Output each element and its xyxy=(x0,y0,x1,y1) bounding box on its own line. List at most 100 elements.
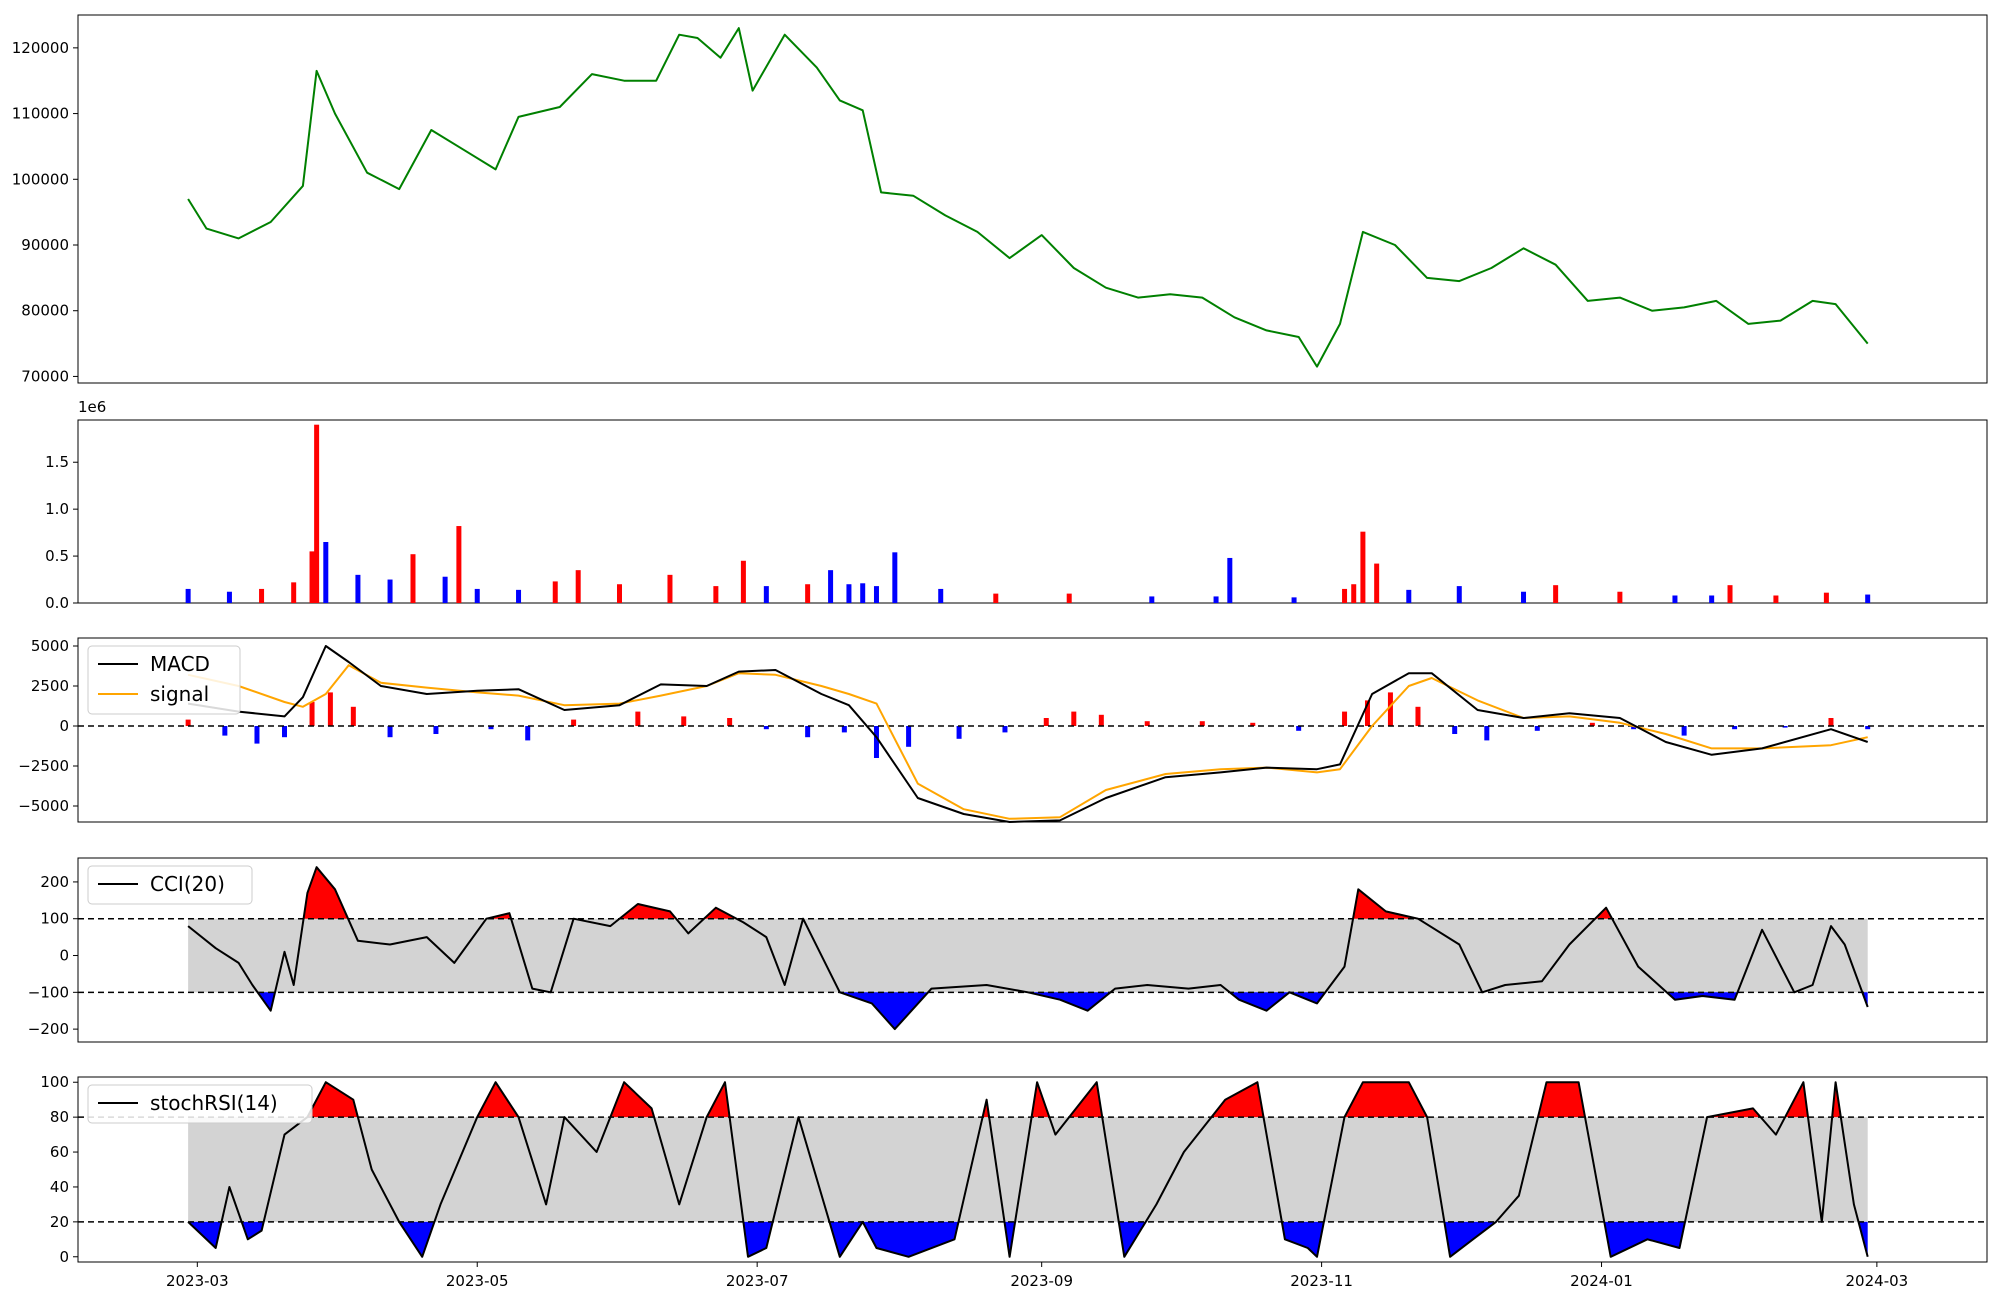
legend-label: CCI(20) xyxy=(150,872,225,896)
volume-bar xyxy=(474,588,480,603)
macd-histogram-bar xyxy=(1098,714,1104,726)
volume-bar xyxy=(1342,588,1348,603)
volume-bar xyxy=(1773,595,1779,603)
macd-histogram-bar xyxy=(1342,711,1348,726)
macd-histogram-bar xyxy=(1296,726,1302,731)
macd-histogram-bar xyxy=(1199,721,1205,726)
volume-bar xyxy=(860,583,866,603)
macd-histogram-bar xyxy=(571,719,577,726)
macd-histogram-bar xyxy=(309,702,315,726)
macd-histogram-bar xyxy=(488,726,494,730)
volume-bar xyxy=(667,574,673,603)
cci-panel: −200 −100 0 100 200 CCI(20) xyxy=(28,857,1988,1043)
macd-histogram-bar xyxy=(1828,718,1834,726)
legend-box xyxy=(87,1084,313,1124)
volume-bar xyxy=(740,560,746,603)
macd-histogram-bar xyxy=(185,719,191,726)
macd-histogram-bar xyxy=(1732,726,1738,730)
macd-histogram-bar xyxy=(1002,726,1008,733)
y-tick-label: 5000 xyxy=(31,637,69,655)
macd-histogram-bar xyxy=(222,726,228,736)
plot-frame xyxy=(77,419,1988,604)
y-tick-label: 0 xyxy=(59,947,69,965)
volume-bar xyxy=(1066,593,1072,603)
macd-histogram-bar xyxy=(1865,726,1871,730)
volume-bar xyxy=(1291,597,1297,603)
volume-bar xyxy=(1213,596,1219,603)
volume-bar xyxy=(892,552,898,603)
macd-histogram-bar xyxy=(1364,700,1370,726)
macd-histogram-bar xyxy=(763,726,769,730)
volume-bar xyxy=(1351,584,1357,603)
volume-bar xyxy=(828,570,834,603)
volume-bar xyxy=(1227,557,1233,603)
volume-bar xyxy=(309,551,315,603)
x-tick-label: 2023-05 xyxy=(446,1272,509,1290)
volume-bar xyxy=(938,588,944,603)
x-tick-label: 2023-07 xyxy=(726,1272,789,1290)
oversold-fill xyxy=(188,1221,1868,1257)
macd-histogram-bar xyxy=(873,726,879,758)
y-tick-label: 60 xyxy=(50,1143,69,1161)
macd-histogram-bar xyxy=(1415,706,1421,726)
y-tick-label: 1.5 xyxy=(45,453,69,471)
volume-bar xyxy=(1374,563,1380,603)
macd-histogram-bar xyxy=(906,726,912,747)
macd-histogram-bar xyxy=(254,726,260,744)
macd-histogram-bar xyxy=(1631,726,1637,730)
legend-label: signal xyxy=(150,682,209,706)
plot-frame xyxy=(77,14,1988,384)
macd-histogram-bar xyxy=(1043,718,1049,726)
plot-frame xyxy=(77,637,1988,823)
macd-histogram-bar xyxy=(327,692,333,726)
volume-bar xyxy=(1149,596,1155,603)
macd-histogram-bar xyxy=(1534,726,1540,731)
y-tick-label: 2500 xyxy=(31,677,69,695)
volume-bar xyxy=(226,591,232,603)
macd-histogram-bar xyxy=(1782,726,1788,728)
price-line xyxy=(187,27,1869,368)
volume-bar xyxy=(993,593,999,603)
macd-histogram-bar xyxy=(350,706,356,726)
volume-bar xyxy=(1709,595,1715,603)
y-tick-label: 80 xyxy=(50,1108,69,1126)
y-tick-label: 100000 xyxy=(12,170,69,188)
y-tick-label: −5000 xyxy=(18,797,69,815)
volume-bar xyxy=(1360,531,1366,603)
legend-label: stochRSI(14) xyxy=(150,1091,278,1115)
y-tick-label: −100 xyxy=(28,983,69,1001)
volume-bar xyxy=(185,588,191,603)
y-tick-label: 70000 xyxy=(21,367,69,385)
y-tick-label: 100 xyxy=(40,1073,69,1091)
macd-histogram-bar xyxy=(1144,721,1150,726)
macd-histogram-bar xyxy=(282,726,288,738)
y-tick-label: 200 xyxy=(40,873,69,891)
volume-bar xyxy=(805,584,811,603)
macd-line xyxy=(187,645,1869,823)
volume-bar xyxy=(1553,585,1559,603)
volume-bar xyxy=(1672,595,1678,603)
y-tick-label: 0 xyxy=(59,717,69,735)
volume-bar xyxy=(355,574,361,603)
plot-frame xyxy=(77,857,1988,1043)
volume-bar xyxy=(713,586,719,603)
macd-histogram-bar xyxy=(1681,726,1687,736)
y-tick-label: 0.5 xyxy=(45,547,69,565)
volume-bar xyxy=(873,586,879,603)
y-tick-label: 0.0 xyxy=(45,594,69,612)
macd-panel: −5000 −2500 0 2500 5000 MACD signal xyxy=(18,637,1988,823)
volume-bar xyxy=(323,542,329,603)
x-tick-label: 2024-03 xyxy=(1846,1272,1909,1290)
plot-frame xyxy=(77,1076,1988,1263)
macd-histogram-bar xyxy=(387,726,393,738)
legend-box xyxy=(87,865,253,905)
volume-bar xyxy=(1406,589,1412,603)
macd-histogram-bar xyxy=(525,726,531,741)
y-tick-label: 100 xyxy=(40,910,69,928)
volume-bar xyxy=(442,576,448,603)
y-tick-label: 20 xyxy=(50,1213,69,1231)
macd-histogram-bar xyxy=(1484,726,1490,741)
y-tick-label: 120000 xyxy=(12,39,69,57)
y-tick-label: 90000 xyxy=(21,236,69,254)
